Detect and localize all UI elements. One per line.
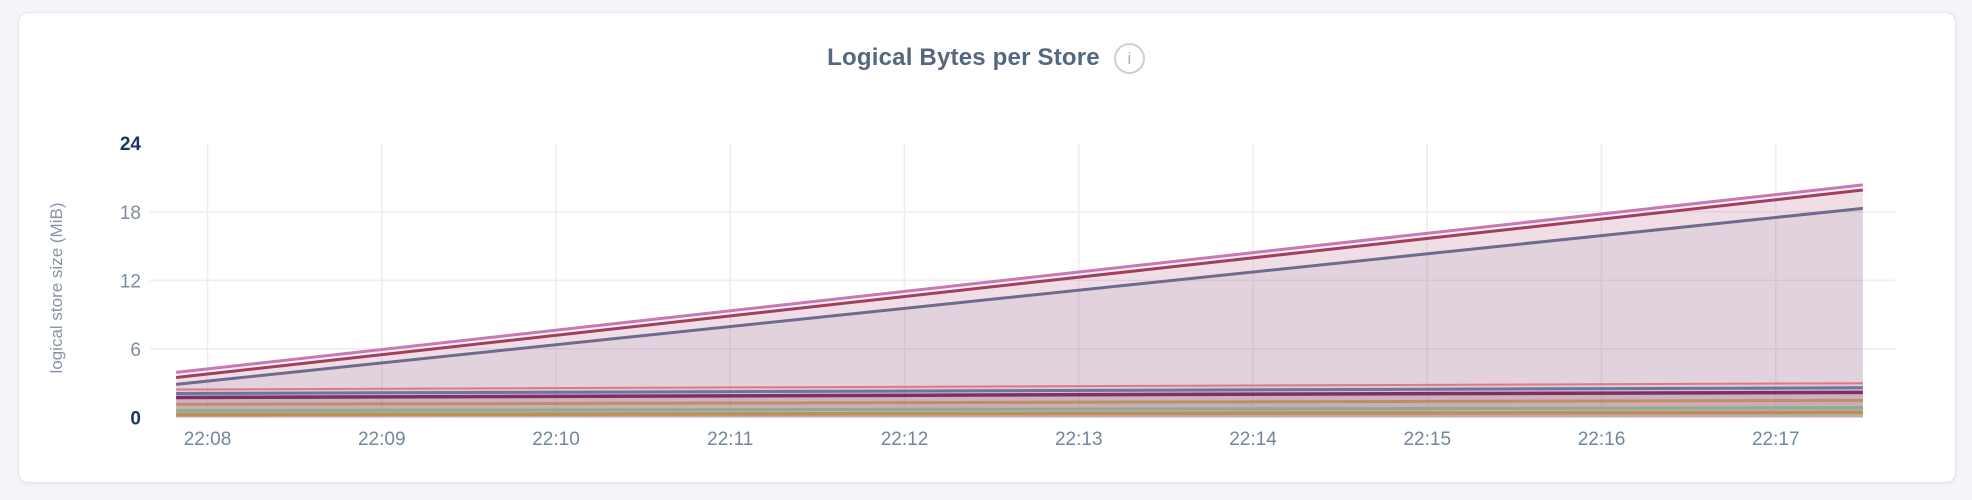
series-line-series-2 bbox=[175, 188, 1864, 379]
chart-header: Logical Bytes per Store i bbox=[18, 40, 1954, 76]
series-line-series-5 bbox=[176, 386, 1863, 395]
x-tick-label: 22:15 bbox=[1403, 429, 1451, 450]
x-tick-label: 22:08 bbox=[184, 429, 232, 450]
series-area-series-1 bbox=[176, 184, 1863, 418]
x-tick-label: 22:10 bbox=[532, 429, 580, 450]
series-area-series-2 bbox=[176, 190, 1863, 418]
x-tick-label: 22:13 bbox=[1055, 429, 1103, 450]
x-tick-label: 22:17 bbox=[1752, 429, 1800, 450]
y-tick-label: 18 bbox=[120, 203, 141, 224]
x-tick-label: 22:12 bbox=[881, 429, 929, 450]
x-tick-label: 22:09 bbox=[358, 429, 406, 450]
y-tick-label: 24 bbox=[120, 134, 142, 155]
x-tick-label: 22:14 bbox=[1229, 429, 1277, 450]
y-axis-title: logical store size (MiB) bbox=[47, 203, 66, 374]
series-line-series-6 bbox=[176, 390, 1863, 400]
series-line-series-1 bbox=[175, 183, 1864, 374]
series-line-series-4 bbox=[176, 382, 1863, 391]
info-icon[interactable]: i bbox=[1113, 42, 1145, 74]
series-line-series-9 bbox=[176, 410, 1863, 417]
x-tick-label: 22:11 bbox=[707, 429, 753, 450]
x-tick-label: 22:16 bbox=[1578, 429, 1626, 450]
y-tick-label: 6 bbox=[130, 340, 141, 361]
chart-title: Logical Bytes per Store bbox=[827, 44, 1100, 71]
chart-plot-area[interactable] bbox=[176, 143, 1863, 418]
series-area-series-3 bbox=[176, 208, 1863, 418]
y-tick-label: 0 bbox=[130, 409, 141, 430]
series-line-series-3 bbox=[175, 206, 1864, 386]
y-tick-label: 12 bbox=[120, 271, 141, 292]
series-line-series-7 bbox=[176, 398, 1863, 406]
series-line-series-8 bbox=[176, 406, 1863, 413]
